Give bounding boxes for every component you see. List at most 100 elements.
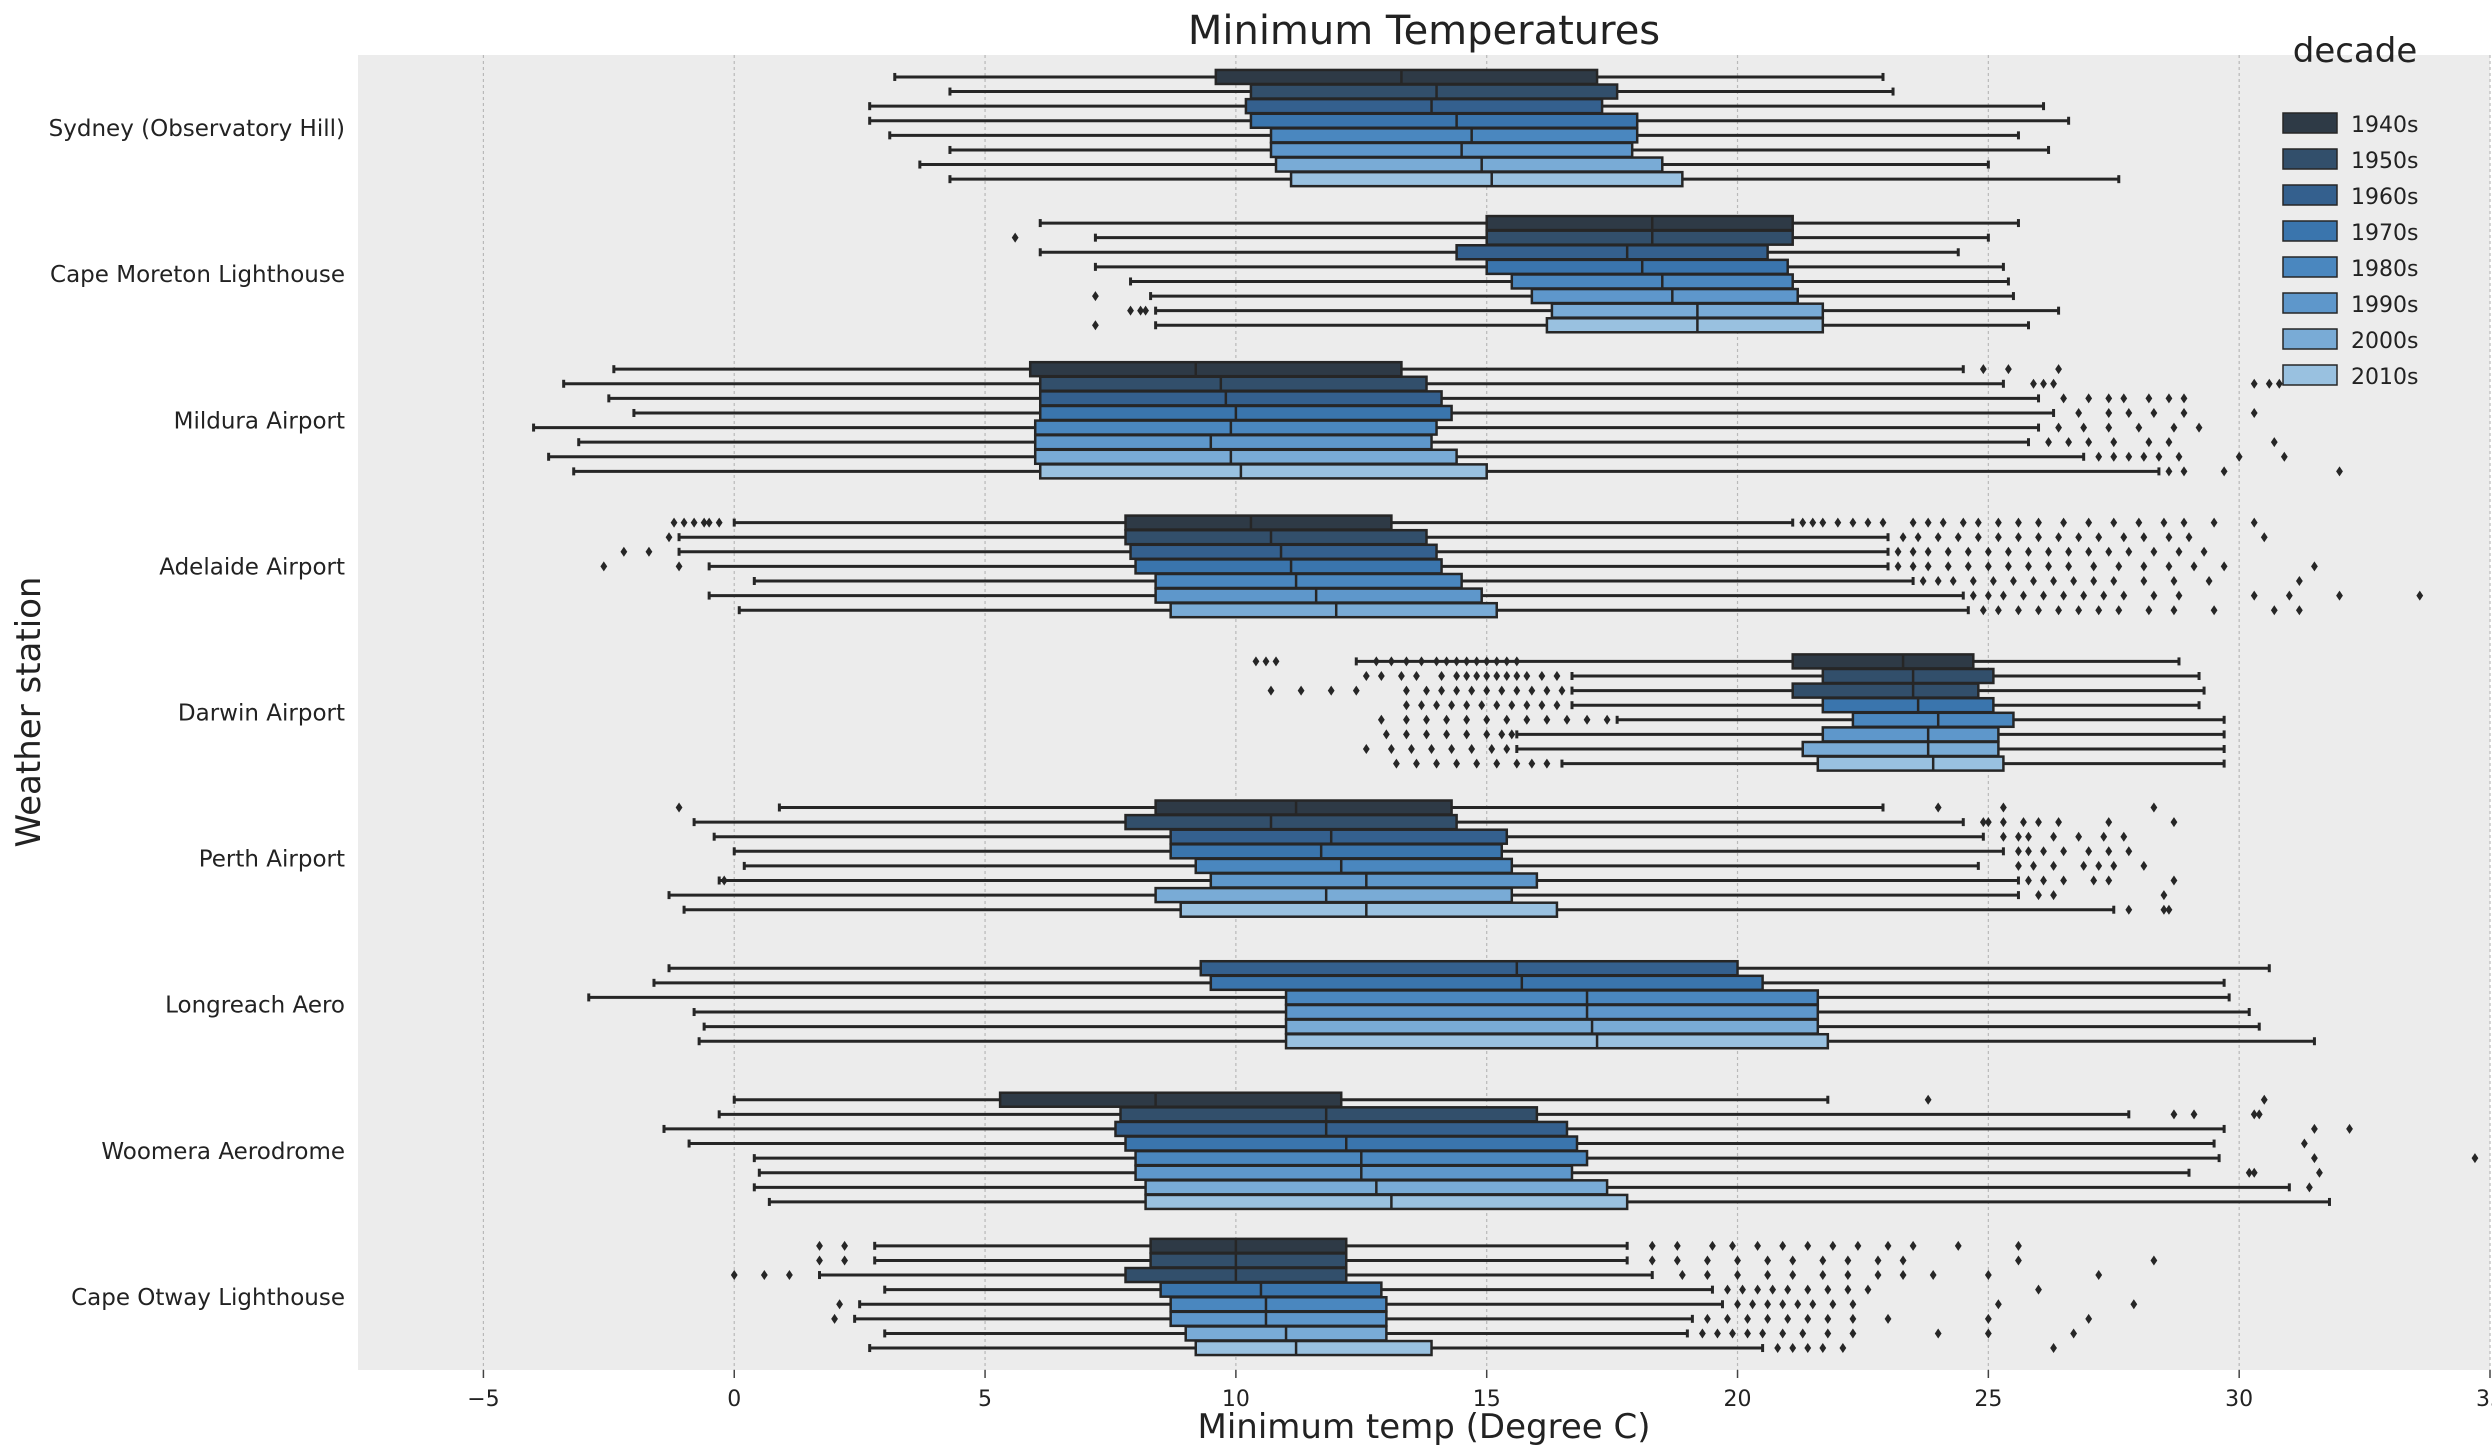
outlier-point (1994, 532, 2002, 543)
outlier-point (1794, 1299, 1802, 1310)
box (757, 1164, 2323, 1181)
outlier-point (2000, 802, 2007, 813)
outlier-point (841, 1240, 848, 1251)
outlier-point (1473, 671, 1481, 681)
box-iqr (1851, 711, 2015, 729)
outlier-point (1398, 671, 1405, 681)
outlier-point (2035, 532, 2042, 543)
outlier-point (2045, 546, 2052, 557)
box-iqr (1269, 127, 1639, 144)
outlier-point (2125, 546, 2133, 557)
outlier-point (1423, 685, 1430, 696)
outlier-point (2150, 802, 2158, 813)
outlier-point (1754, 1240, 1761, 1251)
outlier-point (1423, 729, 1430, 740)
outlier-point (1493, 758, 1501, 769)
legend-swatch (2282, 292, 2338, 314)
box-iqr (1134, 558, 1443, 575)
outlier-point (1488, 744, 1496, 754)
x-tick-label: 0 (727, 1387, 741, 1412)
outlier-point (1528, 758, 1536, 769)
outlier-point (1463, 729, 1471, 740)
outlier-point (816, 1240, 823, 1251)
x-tick-label: 10 (1222, 1387, 1250, 1412)
outlier-point (1899, 1270, 1907, 1281)
outlier-point (760, 1270, 768, 1281)
outlier-point (2015, 846, 2022, 857)
outlier-point (1964, 546, 1972, 557)
outlier-point (2005, 364, 2012, 375)
legend-swatch (2282, 364, 2338, 386)
outlier-point (1939, 517, 1947, 528)
outlier-point (1779, 1240, 1787, 1251)
outlier-point (1423, 714, 1430, 725)
box (692, 1003, 2251, 1021)
outlier-point (2070, 575, 2078, 586)
outlier-point (2030, 575, 2037, 586)
outlier-point (2095, 1270, 2103, 1281)
outlier-point (2060, 517, 2067, 528)
outlier-point (1849, 1313, 1857, 1324)
outlier-point (1448, 744, 1455, 754)
outlier-point (1483, 656, 1491, 667)
outlier-point (1984, 561, 1992, 572)
outlier-point (1754, 1284, 1761, 1295)
outlier-point (1764, 1299, 1772, 1310)
outlier-point (2060, 875, 2067, 886)
box (1267, 682, 2206, 699)
outlier-point (2065, 437, 2073, 448)
outlier-point (1984, 1328, 1992, 1339)
outlier-point (2306, 1182, 2313, 1193)
outlier-point (2035, 517, 2042, 528)
outlier-point (2090, 575, 2098, 586)
outlier-point (2140, 860, 2148, 871)
outlier-point (831, 1313, 838, 1324)
box (868, 112, 2071, 130)
box-iqr (1269, 141, 1634, 159)
outlier-point (2220, 561, 2228, 572)
outlier-point (1809, 517, 1817, 528)
outlier-point (2110, 451, 2118, 462)
outlier-point (2110, 860, 2118, 871)
outlier-point (2311, 1123, 2318, 1134)
box-iqr (1149, 1237, 1348, 1255)
outlier-point (2180, 393, 2188, 404)
outlier-point (1362, 744, 1370, 754)
box-iqr (1821, 696, 1995, 714)
outlier-point (2070, 1328, 2078, 1339)
outlier-point (2025, 561, 2032, 572)
box (587, 989, 2231, 1006)
outlier-point (1673, 1240, 1681, 1251)
outlier-point (1478, 700, 1486, 711)
outlier-point (1463, 656, 1471, 667)
outlier-point (2055, 364, 2062, 375)
outlier-point (715, 517, 723, 528)
box-iqr (1154, 799, 1453, 816)
outlier-point (1779, 1299, 1787, 1310)
outlier-point (2050, 890, 2057, 901)
y-category-label: Perth Airport (199, 847, 345, 873)
outlier-point (1463, 714, 1471, 725)
outlier-point (2100, 590, 2108, 601)
outlier-point (1267, 685, 1275, 696)
outlier-point (1387, 656, 1395, 667)
outlier-point (2055, 422, 2062, 433)
outlier-point (1989, 575, 1997, 586)
outlier-point (1729, 1328, 1736, 1339)
outlier-point (670, 517, 678, 528)
outlier-point (1724, 1313, 1731, 1324)
outlier-point (2150, 1255, 2158, 1266)
box-iqr (1038, 375, 1428, 393)
outlier-point (2115, 605, 2123, 616)
outlier-point (1874, 1255, 1882, 1266)
outlier-point (1493, 656, 1501, 667)
outlier-point (1804, 1313, 1812, 1324)
outlier-point (2015, 532, 2022, 543)
outlier-point (1734, 1255, 1741, 1266)
outlier-point (1443, 729, 1450, 740)
outlier-point (2085, 846, 2093, 857)
outlier-point (2160, 904, 2168, 915)
outlier-point (2250, 378, 2258, 389)
outlier-point (2075, 605, 2083, 616)
outlier-point (1854, 1240, 1862, 1251)
